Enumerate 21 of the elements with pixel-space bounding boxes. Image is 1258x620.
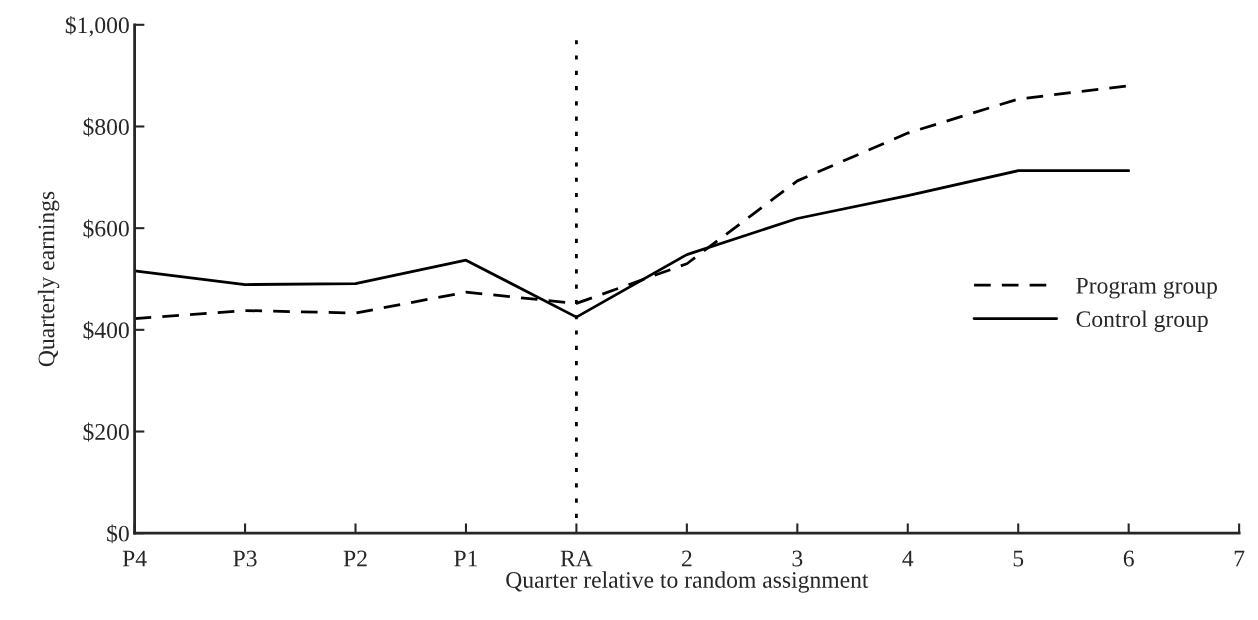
y-tick-label: $400 (83, 320, 129, 340)
y-tick-label: $800 (83, 117, 129, 137)
x-tick-label: 6 (1123, 550, 1134, 567)
y-tick-label: $200 (83, 422, 129, 442)
legend-label: Control group (1076, 310, 1208, 332)
y-axis-title: Quarterly earnings (37, 191, 60, 367)
x-tick-label: P2 (343, 550, 367, 567)
y-tick-label: $0 (107, 524, 129, 544)
x-tick-label: P4 (122, 550, 147, 567)
x-tick-label: 4 (902, 550, 914, 567)
x-tick-label: RA (560, 550, 593, 567)
y-tick-label: $1,000 (65, 15, 129, 37)
legend-label: Program group (1076, 277, 1217, 299)
x-axis-title: Quarter relative to random assignment (506, 571, 869, 593)
y-tick-label: $600 (83, 219, 129, 239)
x-tick-label: 7 (1234, 550, 1245, 567)
x-tick-label: 3 (792, 550, 803, 567)
x-tick-label: P1 (454, 550, 478, 567)
x-tick-label: P3 (233, 550, 257, 567)
x-tick-label: 5 (1013, 550, 1024, 567)
x-tick-label: 2 (682, 550, 692, 567)
